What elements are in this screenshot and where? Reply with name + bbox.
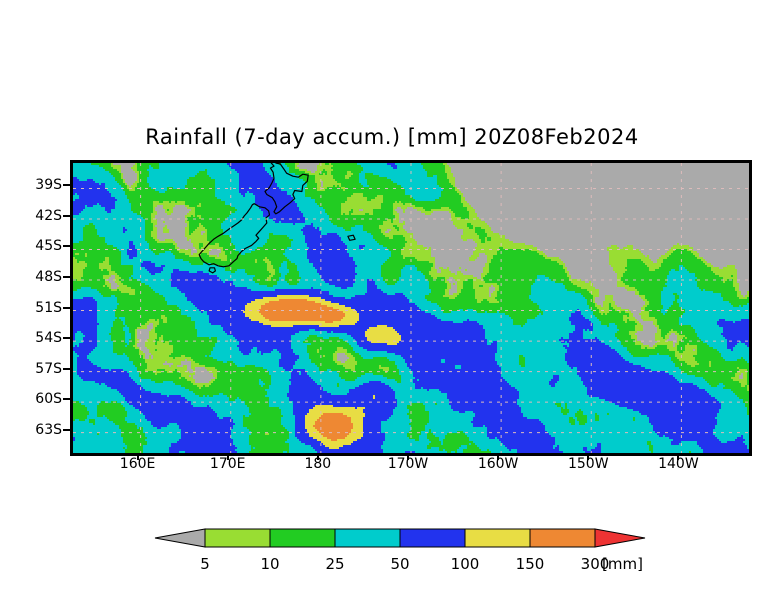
x-tick-label: 160W	[477, 456, 519, 472]
y-axis-ticks	[0, 160, 70, 450]
y-tick-mark	[63, 398, 70, 401]
y-tick-label: 63S	[35, 421, 62, 438]
x-tick-label: 180	[304, 456, 332, 472]
map-plot-frame	[70, 160, 752, 456]
y-tick-mark	[63, 245, 70, 248]
y-tick-label: 39S	[35, 177, 62, 194]
y-tick-label: 57S	[35, 360, 62, 377]
gridline-overlay	[73, 163, 749, 453]
colorbar-swatches	[154, 528, 646, 548]
page-title: Rainfall (7-day accum.) [mm] 20Z08Feb202…	[145, 125, 639, 149]
y-tick-mark	[63, 184, 70, 187]
y-tick-mark	[63, 214, 70, 217]
y-tick-label: 45S	[35, 238, 62, 255]
y-tick-mark	[63, 428, 70, 431]
x-tick-mark	[587, 453, 590, 460]
x-tick-mark	[136, 453, 139, 460]
y-tick-mark	[63, 367, 70, 370]
x-tick-mark	[677, 453, 680, 460]
colorbar-tick-label: 25	[325, 555, 345, 573]
colorbar-unit: [mm]	[602, 555, 643, 573]
colorbar-tick-label: 50	[390, 555, 410, 573]
x-tick-label: 160E	[119, 456, 156, 472]
x-tick-label: 140W	[658, 456, 699, 472]
coastline-overlay	[198, 163, 356, 274]
map-plot-area	[73, 163, 749, 453]
y-axis-labels: 39S 42S 45S 48S 51S 54S 57S 60S 63S	[0, 160, 62, 450]
y-tick-label: 42S	[35, 207, 62, 224]
x-tick-label: 170W	[387, 456, 429, 472]
colorbar-tick-label: 150	[515, 555, 545, 573]
colorbar-tick-label: 5	[200, 555, 210, 573]
x-tick-label: 150W	[567, 456, 609, 472]
y-tick-label: 51S	[35, 299, 62, 316]
x-tick-label: 170E	[209, 456, 246, 472]
x-axis-labels: 160E 170E 180 170W 160W 150W 140W	[70, 456, 746, 480]
x-tick-mark	[497, 453, 500, 460]
y-tick-label: 48S	[35, 269, 62, 286]
colorbar-tick-label: 100	[450, 555, 480, 573]
colorbar: 5 10 25 50 100 150 300 [mm]	[150, 525, 650, 585]
x-tick-mark	[226, 453, 229, 460]
x-axis-ticks	[70, 450, 746, 460]
y-tick-label: 60S	[35, 391, 62, 408]
x-tick-mark	[316, 453, 319, 460]
colorbar-tick-label: 300	[580, 555, 610, 573]
y-tick-mark	[63, 276, 70, 279]
x-tick-mark	[407, 453, 409, 460]
colorbar-tick-label: 10	[260, 555, 280, 573]
y-tick-mark	[63, 306, 70, 309]
y-tick-mark	[63, 337, 70, 340]
y-tick-label: 54S	[35, 330, 62, 347]
